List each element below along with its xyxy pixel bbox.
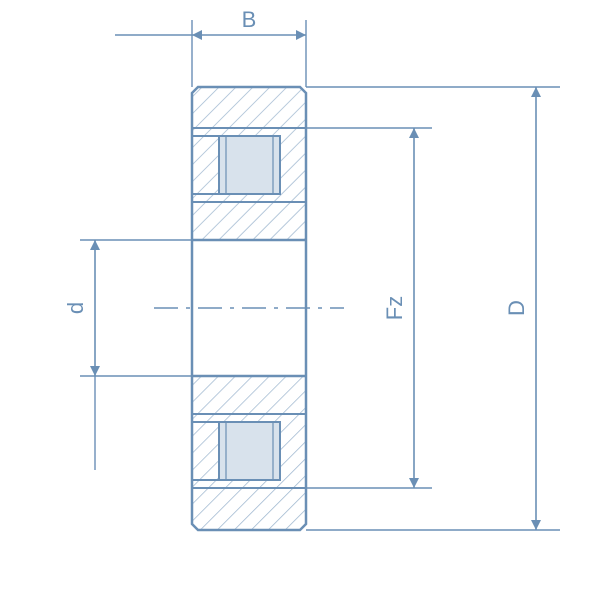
label-d: d	[63, 302, 88, 314]
label-Fz: Fz	[382, 296, 407, 320]
label-D: D	[504, 300, 529, 316]
label-B: B	[242, 7, 257, 32]
bearing-diagram: Bd Fz D	[0, 0, 600, 600]
